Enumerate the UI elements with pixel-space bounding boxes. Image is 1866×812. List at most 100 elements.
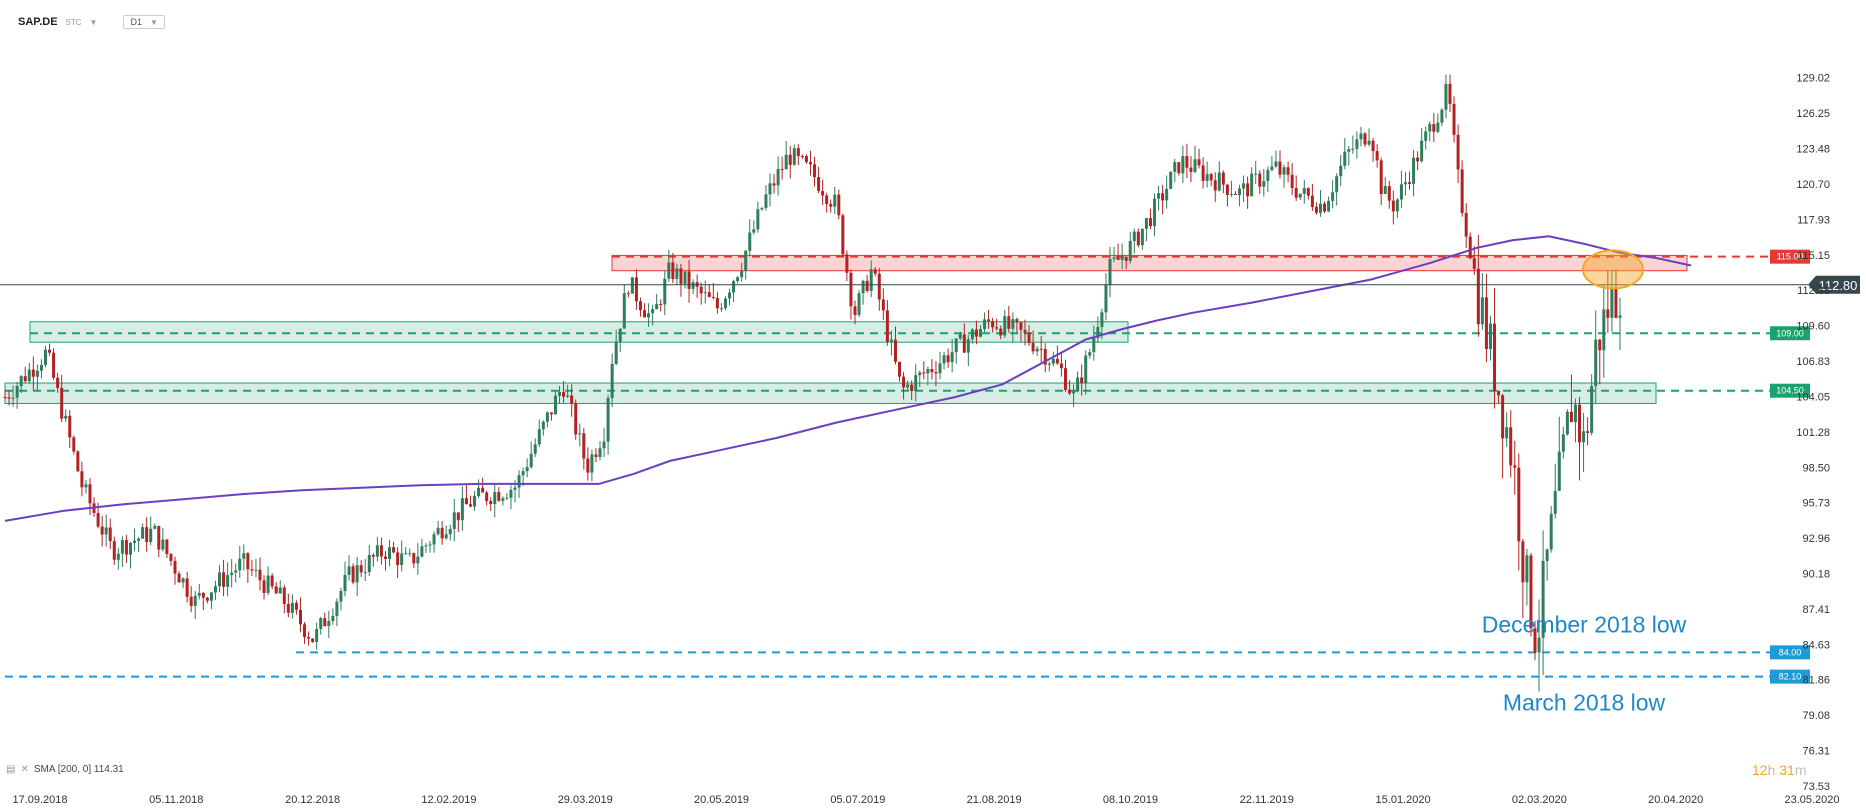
candle-body — [1582, 431, 1586, 443]
candle-body — [436, 527, 440, 535]
candle-body — [614, 341, 618, 364]
symbol-dropdown-icon[interactable]: ▼ — [89, 17, 98, 27]
candle-body — [1266, 169, 1270, 182]
candle-body — [792, 148, 796, 165]
candle-body — [363, 572, 367, 574]
candle-body — [813, 164, 817, 178]
candle-body — [1472, 258, 1476, 269]
candle-body — [169, 553, 173, 561]
candle-body — [108, 527, 112, 542]
candle-body — [1298, 193, 1302, 198]
candle-body — [493, 492, 497, 505]
candle-body — [1537, 637, 1541, 653]
candle-body — [1088, 352, 1092, 356]
candle-body — [784, 154, 788, 170]
candle-body — [857, 293, 861, 315]
candle-body — [1533, 628, 1537, 653]
candle-body — [1096, 327, 1100, 339]
candle-body — [375, 545, 379, 557]
candle-body — [137, 538, 141, 541]
zone-resistance — [611, 254, 1688, 272]
candle-body — [1043, 349, 1047, 365]
candle-body — [193, 595, 197, 606]
candle-body — [529, 453, 533, 468]
candle-body — [1440, 109, 1444, 123]
candle-body — [15, 386, 19, 398]
candle-body — [222, 572, 226, 587]
candle-body — [1136, 231, 1140, 246]
candle-body — [541, 421, 545, 430]
candle-body — [1521, 541, 1525, 583]
candle-body — [266, 575, 270, 593]
candle-body — [889, 339, 893, 342]
candle-body — [626, 293, 630, 295]
candle-body — [43, 349, 47, 365]
candle-body — [383, 556, 387, 559]
candle-body — [1169, 171, 1173, 189]
x-tick-label: 20.05.2019 — [694, 794, 749, 806]
candle-body — [1573, 404, 1577, 423]
candle-body — [1148, 218, 1152, 227]
candle-body — [76, 451, 80, 472]
candle-body — [728, 292, 732, 299]
y-tick-label: 95.73 — [1802, 498, 1830, 510]
candle-body — [1355, 139, 1359, 149]
annotation-december-2018-low: December 2018 low — [1482, 611, 1687, 637]
candle-body — [477, 487, 481, 497]
candle-body — [1294, 188, 1298, 198]
indicator-settings-icon[interactable]: ▤ — [6, 764, 16, 775]
candle-body — [1213, 180, 1217, 191]
candle-body — [1003, 316, 1007, 336]
candle-body — [1387, 186, 1391, 201]
candle-body — [942, 355, 946, 364]
candle-body — [1468, 236, 1472, 259]
candle-body — [282, 587, 286, 605]
highlight-ellipse — [1582, 249, 1644, 290]
candle-body — [189, 596, 193, 606]
candle-body — [1476, 268, 1480, 325]
candle-body — [1602, 309, 1606, 351]
candle-body — [153, 525, 157, 529]
candle-body — [663, 278, 667, 305]
candle-body — [772, 183, 776, 186]
candle-body — [1399, 184, 1403, 200]
timer-h: h — [1767, 762, 1776, 778]
symbol-label[interactable]: SAP.DE — [18, 16, 58, 28]
candle-body — [1359, 133, 1363, 140]
candle-body — [1606, 309, 1610, 318]
candle-body — [388, 547, 392, 559]
candle-body — [133, 540, 137, 544]
candle-body — [1363, 133, 1367, 145]
candle-body — [808, 162, 812, 165]
timeframe-select[interactable]: D1 ▼ — [123, 15, 165, 29]
candle-body — [1424, 131, 1428, 141]
candle-body — [821, 190, 825, 196]
candle-body — [861, 280, 865, 294]
candle-body — [533, 444, 537, 454]
candle-body — [1598, 339, 1602, 351]
candle-body — [1229, 194, 1233, 196]
candle-body — [893, 339, 897, 362]
candle-body — [501, 498, 505, 501]
x-tick-label: 15.01.2020 — [1376, 794, 1431, 806]
indicator-close-icon[interactable]: ✕ — [20, 764, 29, 775]
candle-body — [60, 387, 64, 419]
candle-body — [270, 575, 274, 587]
candle-body — [1505, 427, 1509, 439]
candle-body — [594, 454, 598, 457]
candle-body — [958, 334, 962, 339]
candle-body — [27, 369, 31, 382]
candle-body — [962, 334, 966, 353]
y-tick-label: 126.25 — [1796, 108, 1830, 120]
candle-body — [748, 232, 752, 251]
candle-body — [116, 553, 120, 560]
candle-body — [1286, 167, 1290, 175]
candle-body — [1343, 151, 1347, 166]
candle-body — [954, 338, 958, 353]
candle-body — [311, 638, 315, 642]
y-tick-label: 84.63 — [1802, 639, 1830, 651]
timer-m: m — [1794, 762, 1807, 778]
current-price-line: 112.80 — [0, 275, 1860, 294]
y-tick-label: 109.60 — [1796, 321, 1830, 333]
